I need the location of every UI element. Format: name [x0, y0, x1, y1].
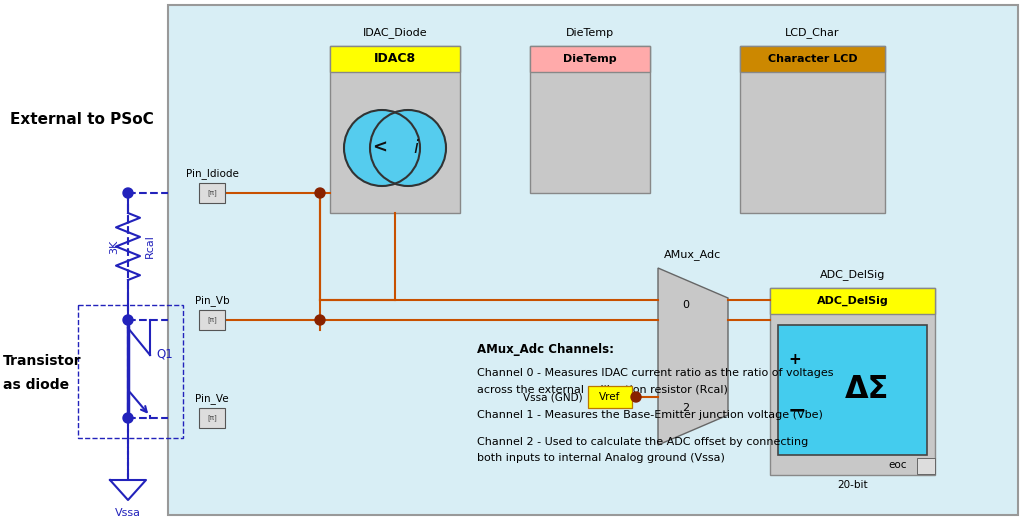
Text: [π]: [π] [207, 415, 217, 421]
FancyBboxPatch shape [199, 408, 225, 428]
Text: LCD_Char: LCD_Char [785, 28, 840, 39]
Text: Pin_Idiode: Pin_Idiode [185, 168, 239, 179]
Text: Pin_Ve: Pin_Ve [196, 393, 228, 404]
Text: +: + [788, 353, 801, 367]
Circle shape [315, 188, 325, 198]
FancyBboxPatch shape [770, 288, 935, 314]
Text: 20-bit: 20-bit [838, 480, 867, 490]
FancyBboxPatch shape [199, 310, 225, 330]
Text: Vref: Vref [599, 392, 621, 402]
Circle shape [631, 392, 641, 402]
Text: both inputs to internal Analog ground (Vssa): both inputs to internal Analog ground (V… [477, 453, 725, 463]
FancyBboxPatch shape [530, 46, 650, 193]
Text: [π]: [π] [207, 190, 217, 196]
Text: ADC_DelSig: ADC_DelSig [820, 269, 885, 280]
Text: IDAC8: IDAC8 [374, 53, 416, 66]
Text: Channel 0 - Measures IDAC current ratio as the ratio of voltages: Channel 0 - Measures IDAC current ratio … [477, 368, 834, 378]
FancyBboxPatch shape [588, 386, 632, 408]
Text: Vssa (GND): Vssa (GND) [523, 392, 583, 402]
Text: as diode: as diode [3, 378, 70, 392]
Circle shape [123, 188, 133, 198]
Text: Rcal: Rcal [145, 234, 155, 258]
Text: i: i [414, 139, 419, 157]
FancyBboxPatch shape [740, 46, 885, 213]
Text: AMux_Adc Channels:: AMux_Adc Channels: [477, 343, 614, 356]
FancyBboxPatch shape [740, 46, 885, 72]
Text: DieTemp: DieTemp [563, 54, 616, 64]
FancyBboxPatch shape [330, 46, 460, 213]
Text: Vssa: Vssa [115, 508, 141, 518]
FancyBboxPatch shape [330, 46, 460, 72]
Polygon shape [658, 268, 728, 445]
Text: 2: 2 [682, 403, 689, 413]
Text: eoc: eoc [889, 460, 907, 470]
Circle shape [123, 315, 133, 325]
Text: 3K: 3K [109, 239, 119, 254]
Text: Transistor: Transistor [3, 354, 82, 368]
Text: 0: 0 [683, 300, 689, 310]
FancyBboxPatch shape [918, 458, 935, 474]
Text: −: − [788, 400, 807, 420]
FancyBboxPatch shape [168, 5, 1018, 515]
Text: ADC_DelSig: ADC_DelSig [816, 296, 889, 306]
Text: IDAC_Diode: IDAC_Diode [362, 28, 427, 39]
FancyBboxPatch shape [778, 325, 927, 455]
FancyBboxPatch shape [530, 46, 650, 72]
Circle shape [370, 110, 446, 186]
Text: DieTemp: DieTemp [566, 28, 614, 38]
Text: Channel 2 - Used to calculate the ADC offset by connecting: Channel 2 - Used to calculate the ADC of… [477, 437, 808, 447]
Text: Pin_Vb: Pin_Vb [195, 295, 229, 306]
Text: across the external calibration resistor (Rcal): across the external calibration resistor… [477, 384, 728, 394]
Circle shape [315, 315, 325, 325]
Text: ΔΣ: ΔΣ [846, 376, 890, 404]
Text: Character LCD: Character LCD [768, 54, 857, 64]
Text: <: < [373, 139, 387, 157]
Circle shape [344, 110, 420, 186]
FancyBboxPatch shape [199, 183, 225, 203]
Text: Channel 1 - Measures the Base-Emitter junction voltage (Vbe): Channel 1 - Measures the Base-Emitter ju… [477, 410, 823, 420]
Text: External to PSoC: External to PSoC [10, 113, 154, 128]
Text: AMux_Adc: AMux_Adc [665, 249, 722, 260]
Text: Q1: Q1 [156, 348, 173, 361]
Text: [π]: [π] [207, 317, 217, 324]
Circle shape [123, 413, 133, 423]
FancyBboxPatch shape [770, 288, 935, 475]
